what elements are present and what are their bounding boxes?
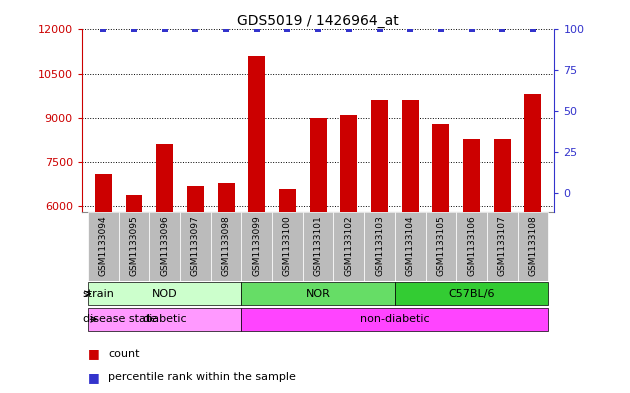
Text: disease state: disease state	[83, 314, 157, 324]
Text: GSM1133107: GSM1133107	[498, 216, 507, 276]
Bar	[241, 308, 548, 331]
Text: GSM1133102: GSM1133102	[345, 216, 353, 276]
Bar	[395, 212, 425, 281]
Point	[528, 26, 538, 33]
Bar	[156, 144, 173, 383]
Text: GSM1133103: GSM1133103	[375, 216, 384, 276]
Text: GSM1133104: GSM1133104	[406, 216, 415, 276]
Point	[344, 26, 354, 33]
Text: GSM1133106: GSM1133106	[467, 216, 476, 276]
Bar	[494, 138, 511, 383]
Text: GSM1133100: GSM1133100	[283, 216, 292, 276]
Bar	[272, 212, 303, 281]
Bar	[432, 124, 449, 383]
Bar	[463, 138, 480, 383]
Bar	[149, 212, 180, 281]
Bar	[180, 212, 211, 281]
Point	[313, 26, 323, 33]
Bar	[364, 212, 395, 281]
Point	[190, 26, 200, 33]
Bar	[303, 212, 333, 281]
Bar	[371, 100, 388, 383]
Text: GSM1133105: GSM1133105	[437, 216, 445, 276]
Point	[497, 26, 507, 33]
Bar	[525, 94, 541, 383]
Text: GSM1133101: GSM1133101	[314, 216, 323, 276]
Text: strain: strain	[83, 289, 115, 299]
Bar	[310, 118, 326, 383]
Bar	[518, 212, 548, 281]
Bar	[218, 183, 234, 383]
Bar	[187, 185, 204, 383]
Text: count: count	[108, 349, 140, 359]
Text: GSM1133095: GSM1133095	[130, 216, 139, 276]
Point	[159, 26, 169, 33]
Point	[467, 26, 477, 33]
Point	[221, 26, 231, 33]
Text: GSM1133094: GSM1133094	[99, 216, 108, 276]
Point	[282, 26, 292, 33]
Text: NOD: NOD	[152, 289, 178, 299]
Text: GSM1133097: GSM1133097	[191, 216, 200, 276]
Bar	[456, 212, 487, 281]
Text: ■: ■	[88, 347, 100, 360]
Text: NOR: NOR	[306, 289, 331, 299]
Point	[129, 26, 139, 33]
Bar	[95, 174, 112, 383]
Text: GSM1133099: GSM1133099	[252, 216, 261, 276]
Bar	[425, 212, 456, 281]
Text: non-diabetic: non-diabetic	[360, 314, 430, 324]
Bar	[211, 212, 241, 281]
Text: GSM1133098: GSM1133098	[222, 216, 231, 276]
Bar	[241, 282, 395, 305]
Bar	[487, 212, 518, 281]
Bar	[125, 195, 142, 383]
Bar	[118, 212, 149, 281]
Text: C57BL/6: C57BL/6	[449, 289, 495, 299]
Bar	[241, 212, 272, 281]
Text: percentile rank within the sample: percentile rank within the sample	[108, 372, 296, 382]
Bar	[279, 189, 296, 383]
Bar	[340, 115, 357, 383]
Bar	[88, 212, 118, 281]
Point	[252, 26, 262, 33]
Point	[98, 26, 108, 33]
Title: GDS5019 / 1426964_at: GDS5019 / 1426964_at	[238, 15, 399, 28]
Bar	[88, 282, 241, 305]
Bar	[402, 100, 418, 383]
Text: GSM1133096: GSM1133096	[160, 216, 169, 276]
Point	[436, 26, 446, 33]
Text: ■: ■	[88, 371, 100, 384]
Bar	[333, 212, 364, 281]
Bar	[248, 56, 265, 383]
Text: GSM1133108: GSM1133108	[529, 216, 537, 276]
Text: diabetic: diabetic	[142, 314, 187, 324]
Point	[374, 26, 384, 33]
Bar	[395, 282, 548, 305]
Bar	[88, 308, 241, 331]
Point	[405, 26, 415, 33]
